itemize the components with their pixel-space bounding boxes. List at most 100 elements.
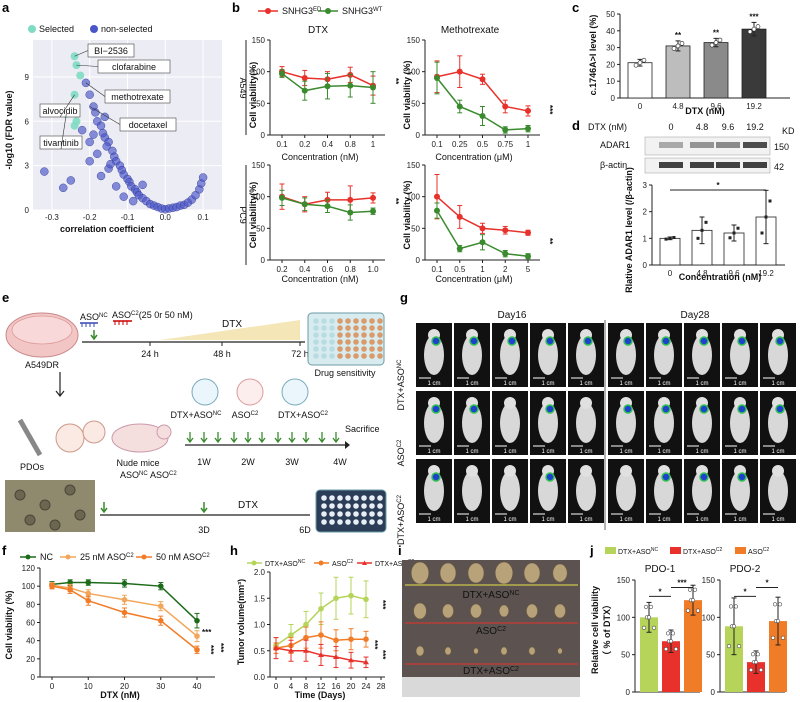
tumor [444,646,452,656]
replicate-point [670,631,676,636]
data-point [301,87,308,94]
x-tick-label: 20 [347,682,356,691]
replicate-point [755,652,761,657]
plate-well [329,519,335,525]
mouse-body [500,403,520,443]
mouse-body [424,471,444,511]
b2-xlabel: Concentration (μM) [435,152,512,162]
tumor [523,562,541,584]
plate-well [329,495,335,501]
b3-sig: ** [391,198,400,205]
d-dose-2: 9.6 [722,122,735,132]
replicate-point [637,60,643,66]
data-point [456,245,463,252]
plate-well [353,353,359,359]
scale-label: 1 cm [619,449,632,455]
plate-well [313,353,319,359]
y-tick-label: 10 [606,77,615,86]
aso-c2-icon [113,320,132,325]
data-point [363,659,369,665]
y-tick-label: 100 [407,193,421,202]
plate-well [345,353,351,359]
dtx-gradient-wedge [160,320,300,340]
d-kd150: 150 [774,142,789,152]
bioluminescence-signal [661,404,671,414]
bioluminescence-signal [583,336,593,346]
scale-label: 1 cm [771,449,784,455]
e-d6: 6D [299,525,311,535]
legend-selected-marker [28,25,36,33]
x-tick-label: 0.2 [276,265,288,274]
replicate-point [672,236,676,240]
plate-well [345,511,351,517]
bioluminescence-images: 1 cm 1 cm 1 cm 1 cm 1 cm 1 cm 1 cm 1 cm 1 cm 1 cm… [416,320,796,530]
replicate-point [760,231,764,235]
y-tick-label: 0 [626,688,631,697]
bioluminescence-signal [469,404,479,414]
data-point [479,225,486,232]
significance: * [658,587,662,596]
plate-well [353,519,359,525]
organoid [64,484,76,496]
e-dtx-top: DTX [222,319,242,330]
e-grp2: ASOC2 [232,410,259,420]
plate-well [313,325,319,331]
data-point [456,213,463,220]
plate-well [345,318,351,324]
replicate-point [663,647,669,652]
j-title-1: PDO-1 [645,564,676,575]
y-tick-label: 0 [261,131,266,140]
series-line-1 [51,584,198,637]
data-point [303,647,309,653]
b3-xlabel: Concentration (nM) [281,274,358,284]
panel-label-h: h [230,543,238,558]
legend-snhg3-ed: SNHG3ED [282,6,322,16]
replicate-point [671,46,677,51]
replicate-point [651,625,657,630]
data-point [502,250,509,257]
data-point-nonselected [138,180,147,190]
x-tick-label: 0 [50,682,55,691]
x-tick-label: 0.0 [160,213,172,222]
data-point-nonselected [191,191,200,200]
plate-well [345,332,351,338]
data-point-nonselected [100,112,110,122]
legend-selected: Selected [39,24,74,34]
mouse-body [730,471,750,511]
e-dtx-bottom: DTX [238,500,258,511]
plate-well [337,503,343,509]
data-point-nonselected [119,192,128,201]
plate-well [329,346,335,352]
scale-label: 1 cm [503,449,516,455]
y-tick-label: 0 [416,131,421,140]
e-d3: 3D [198,525,210,535]
bioluminescence-signal [661,336,671,346]
legend-h: DTX+ASONC ASOC2 DTX+ASOC2 [247,559,414,568]
y-tick-label: 150 [702,576,716,585]
scale-label: 1 cm [541,517,554,523]
injection-arrow [318,432,326,444]
y-tick-label: 100 [252,68,266,77]
panel-label-f: f [2,543,7,558]
replicate-point [736,644,742,649]
bioluminescence-signal [431,336,441,346]
mouse-body [692,335,712,375]
tumor [494,561,514,585]
d-dose-3: 19.2 [746,122,764,132]
organoid [24,514,36,526]
e-grp1: DTX+ASONC [171,410,223,420]
injection-arrow [274,432,282,444]
mouse-head [772,465,784,477]
injection-arrow [258,432,266,444]
scale-label: 1 cm [503,517,516,523]
x-tick-label: 0.5 [477,140,489,149]
plate-well [337,353,343,359]
data-point [194,633,200,639]
g-day16: Day16 [498,310,527,321]
tumor [552,563,568,583]
western-blot-adar1 [644,136,771,156]
injection-arrow [186,432,194,444]
replicate-point [717,37,723,43]
bar-0 [725,626,743,692]
tumor [410,561,430,585]
